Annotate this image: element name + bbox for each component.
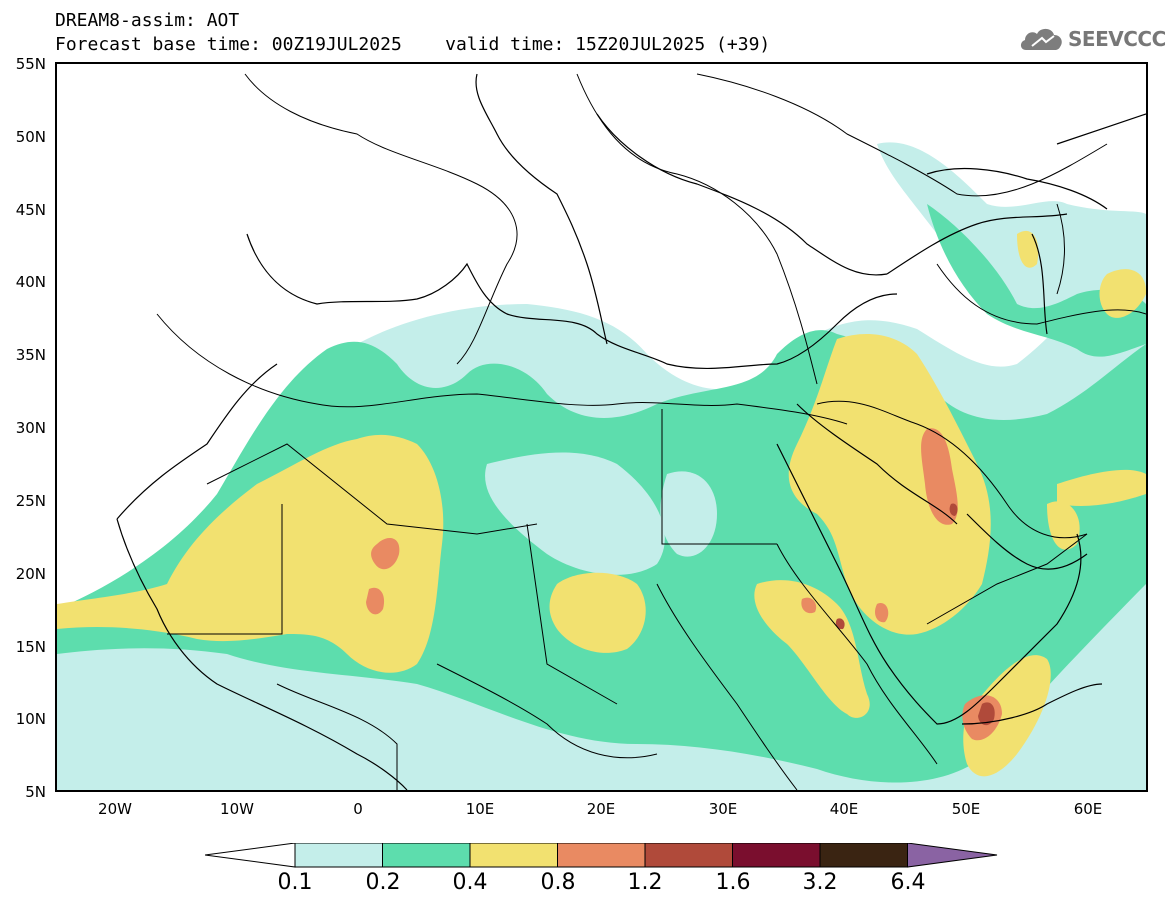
lon-label: 0 <box>353 800 363 818</box>
colorbar-segment <box>819 842 908 868</box>
country-borders <box>156 73 1146 790</box>
cloud-icon <box>1020 28 1062 50</box>
lat-label: 40N <box>15 273 46 291</box>
map-canvas <box>57 73 1146 790</box>
colorbar-label: 0.1 <box>277 870 313 895</box>
colorbar-segment <box>469 842 558 868</box>
seevccc-logo: SEEVCCC <box>1018 24 1165 56</box>
lat-label: 20N <box>15 565 46 583</box>
coastlines <box>116 73 1146 790</box>
lat-label: 35N <box>15 346 46 364</box>
lon-label: 40E <box>829 800 859 818</box>
lon-label: 10W <box>220 800 254 818</box>
colorbar-label: 0.2 <box>365 870 401 895</box>
colorbar-segment <box>382 842 471 868</box>
lat-label: 45N <box>15 201 46 219</box>
colorbar-label: 0.4 <box>452 870 488 895</box>
colorbar-label: 6.4 <box>890 870 926 895</box>
colorbar-segment <box>732 842 821 868</box>
colorbar-segment <box>644 842 733 868</box>
lon-label: 20E <box>586 800 616 818</box>
aot-contour-1.2 <box>835 503 995 726</box>
aot-contour-0.4 <box>57 230 1146 777</box>
logo-text: SEEVCCC <box>1068 27 1165 51</box>
colorbar-label: 3.2 <box>802 870 838 895</box>
forecast-time-info: Forecast base time: 00Z19JUL2025 valid t… <box>55 34 771 55</box>
colorbar <box>204 842 1005 877</box>
lat-label: 10N <box>15 710 46 728</box>
lon-label: 50E <box>951 800 981 818</box>
colorbar-label: 1.6 <box>715 870 751 895</box>
lat-label: 50N <box>15 128 46 146</box>
lon-label: 20W <box>98 800 132 818</box>
map-title: DREAM8-assim: AOT <box>55 10 240 31</box>
lat-label: 30N <box>15 419 46 437</box>
lat-label: 55N <box>15 55 46 73</box>
aot-map[interactable] <box>55 62 1148 792</box>
lat-label: 5N <box>25 783 46 801</box>
lon-label: 60E <box>1073 800 1103 818</box>
colorbar-segment <box>557 842 646 868</box>
lat-label: 25N <box>15 492 46 510</box>
colorbar-over-arrow <box>907 842 998 868</box>
lon-label: 30E <box>708 800 738 818</box>
colorbar-label: 0.8 <box>540 870 576 895</box>
colorbar-segment <box>294 842 383 868</box>
colorbar-under-arrow <box>204 842 296 868</box>
lat-label: 15N <box>15 638 46 656</box>
lon-label: 10E <box>465 800 495 818</box>
colorbar-label: 1.2 <box>627 870 663 895</box>
